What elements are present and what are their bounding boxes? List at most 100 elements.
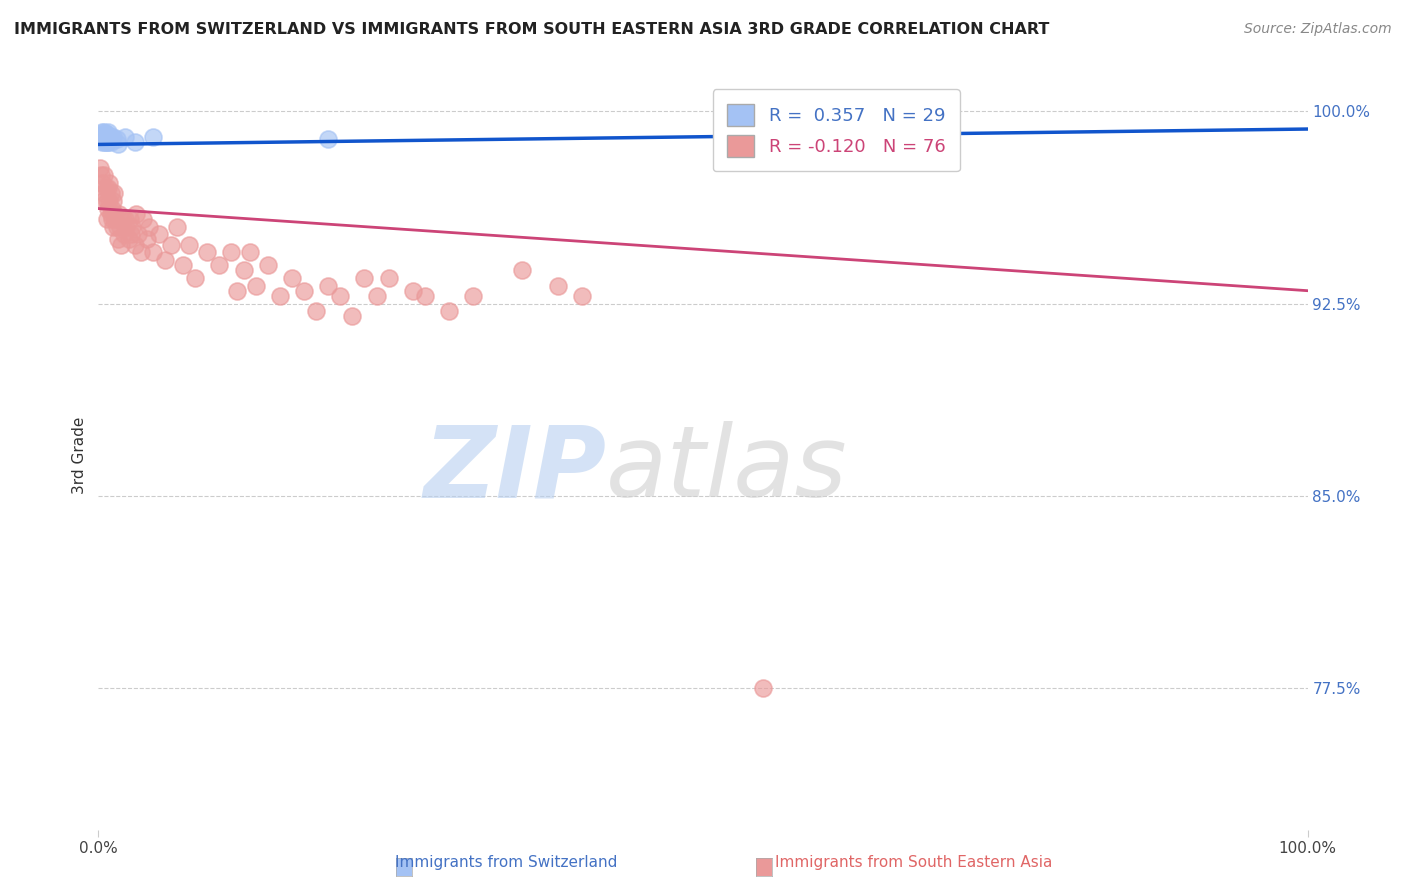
Point [105, 219, 128, 234]
Point [90, 168, 112, 182]
Point [115, 219, 138, 234]
Point [752, 681, 775, 696]
Point [124, 237, 146, 252]
Point [118, 232, 141, 246]
Point [96, 127, 118, 141]
Point [97, 202, 120, 216]
Point [305, 304, 328, 318]
Point [96, 211, 118, 226]
Point [316, 278, 339, 293]
Text: ZIP: ZIP [423, 421, 606, 518]
Point [269, 289, 291, 303]
Point [135, 232, 157, 246]
Point [221, 245, 243, 260]
Point [292, 284, 315, 298]
Point [377, 271, 399, 285]
Point [96, 194, 118, 208]
Point [366, 289, 388, 303]
Point [111, 211, 134, 226]
Point [195, 245, 218, 260]
Point [281, 271, 304, 285]
Point [93, 129, 115, 144]
Point [112, 227, 135, 242]
Point [153, 252, 176, 267]
Point [547, 278, 569, 293]
Point [94, 127, 117, 141]
Point [226, 284, 249, 298]
Point [91, 127, 114, 141]
Point [121, 219, 143, 234]
Point [100, 211, 122, 226]
Point [96, 132, 118, 146]
Point [208, 258, 231, 272]
Point [91, 132, 114, 146]
Point [108, 207, 131, 221]
Point [91, 135, 114, 149]
Point [98, 194, 121, 208]
Point [100, 207, 122, 221]
Point [114, 129, 136, 144]
Point [103, 186, 125, 201]
Point [239, 245, 262, 260]
Point [98, 176, 121, 190]
Point [94, 135, 117, 149]
Point [97, 135, 120, 149]
Point [510, 263, 533, 277]
Point [94, 181, 117, 195]
Point [91, 194, 114, 208]
Text: IMMIGRANTS FROM SWITZERLAND VS IMMIGRANTS FROM SOUTH EASTERN ASIA 3RD GRADE CORR: IMMIGRANTS FROM SWITZERLAND VS IMMIGRANT… [14, 22, 1049, 37]
Point [232, 263, 254, 277]
Point [342, 310, 364, 324]
Point [125, 207, 148, 221]
Point [93, 125, 115, 139]
Point [184, 271, 207, 285]
Point [101, 194, 124, 208]
Point [127, 227, 149, 242]
Point [97, 129, 120, 144]
Point [100, 129, 122, 144]
Point [114, 211, 136, 226]
Legend: R =  0.357   N = 29, R = -0.120   N = 76: R = 0.357 N = 29, R = -0.120 N = 76 [713, 89, 960, 171]
Point [463, 289, 485, 303]
Y-axis label: 3rd Grade: 3rd Grade [72, 417, 87, 493]
Point [91, 176, 114, 190]
Point [96, 135, 118, 149]
Point [101, 219, 124, 234]
Point [100, 202, 122, 216]
Point [142, 245, 165, 260]
Point [98, 132, 121, 146]
Point [571, 289, 593, 303]
Point [142, 129, 165, 144]
Point [101, 129, 124, 144]
Point [402, 284, 425, 298]
Text: Source: ZipAtlas.com: Source: ZipAtlas.com [1244, 22, 1392, 37]
Point [316, 132, 339, 146]
Point [910, 125, 932, 139]
Point [148, 227, 170, 242]
Point [437, 304, 460, 318]
Point [108, 219, 131, 234]
Point [93, 168, 115, 182]
Point [166, 219, 188, 234]
Point [138, 219, 160, 234]
Point [89, 161, 111, 175]
Point [413, 289, 436, 303]
Point [100, 135, 122, 149]
Point [107, 232, 129, 246]
Point [93, 186, 115, 201]
Point [105, 132, 128, 146]
Text: Immigrants from Switzerland: Immigrants from Switzerland [395, 855, 617, 870]
Point [353, 271, 375, 285]
Point [245, 278, 267, 293]
Point [93, 135, 115, 149]
Point [132, 211, 155, 226]
Point [104, 211, 127, 226]
Point [97, 181, 120, 195]
Point [90, 129, 112, 144]
Point [91, 125, 114, 139]
Point [103, 207, 125, 221]
Point [129, 245, 152, 260]
Point [179, 237, 201, 252]
Point [120, 227, 142, 242]
Point [118, 211, 141, 226]
